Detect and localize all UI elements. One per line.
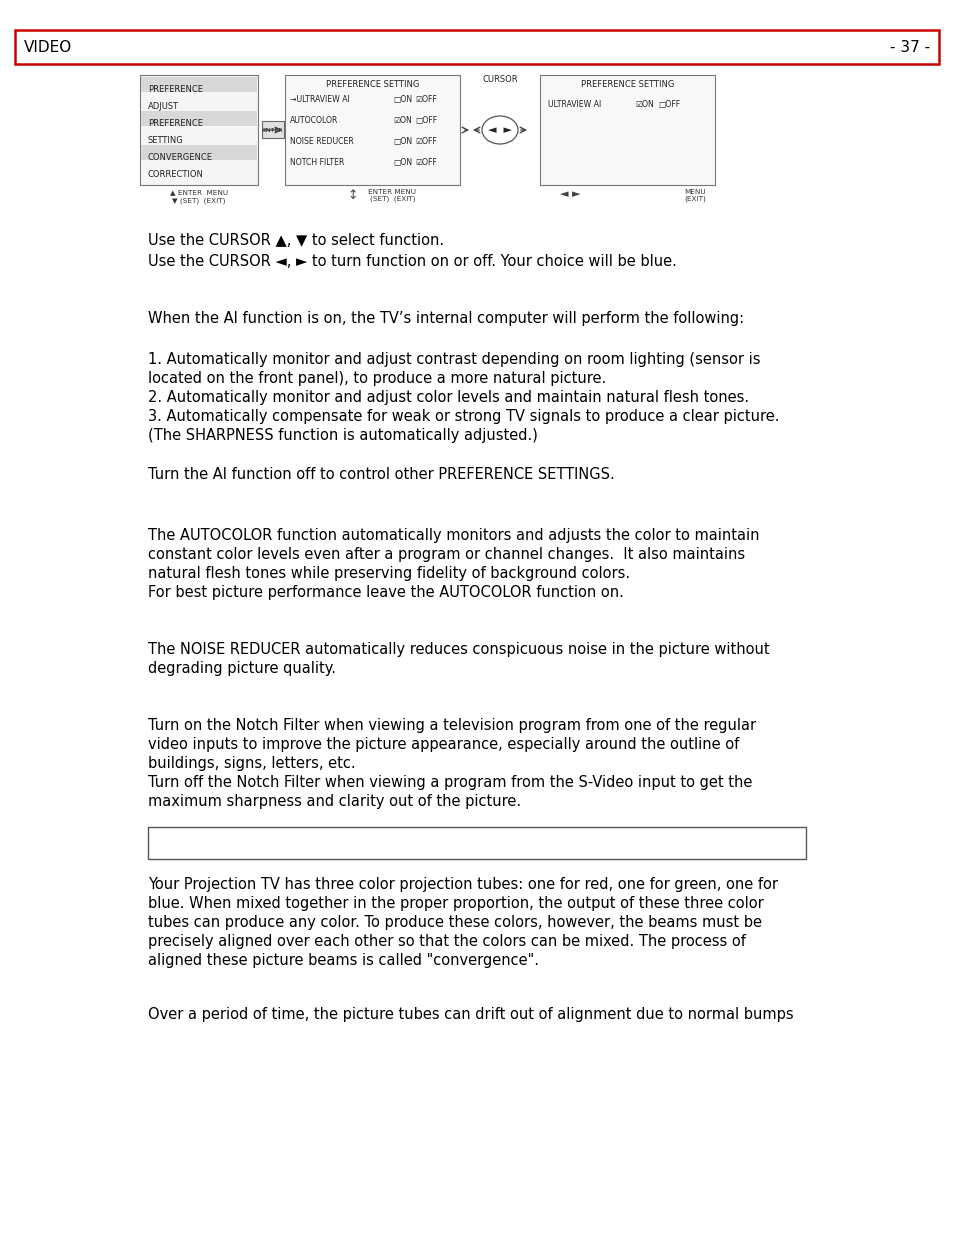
Text: tubes can produce any color. To produce these colors, however, the beams must be: tubes can produce any color. To produce … <box>148 915 761 930</box>
Text: precisely aligned over each other so that the colors can be mixed. The process o: precisely aligned over each other so tha… <box>148 934 745 948</box>
Text: □OFF: □OFF <box>415 116 436 125</box>
Text: 1. Automatically monitor and adjust contrast depending on room lighting (sensor : 1. Automatically monitor and adjust cont… <box>148 352 760 367</box>
Text: When the AI function is on, the TV’s internal computer will perform the followin: When the AI function is on, the TV’s int… <box>148 311 743 326</box>
Bar <box>140 75 257 185</box>
Bar <box>141 111 256 126</box>
Text: degrading picture quality.: degrading picture quality. <box>148 661 335 676</box>
Text: □ON: □ON <box>393 158 412 167</box>
Text: - 37 -: - 37 - <box>889 40 929 54</box>
Text: PREFERENCE: PREFERENCE <box>148 119 203 128</box>
Bar <box>148 827 805 860</box>
Text: The NOISE REDUCER automatically reduces conspicuous noise in the picture without: The NOISE REDUCER automatically reduces … <box>148 642 769 657</box>
Text: ADJUST: ADJUST <box>148 103 179 111</box>
Text: CORRECTION: CORRECTION <box>148 170 204 179</box>
Text: The AUTOCOLOR function automatically monitors and adjusts the color to maintain: The AUTOCOLOR function automatically mon… <box>148 529 759 543</box>
Text: aligned these picture beams is called "convergence".: aligned these picture beams is called "c… <box>148 953 538 968</box>
Bar <box>141 144 256 161</box>
Text: 2. Automatically monitor and adjust color levels and maintain natural flesh tone: 2. Automatically monitor and adjust colo… <box>148 390 748 405</box>
Text: ☑ON: ☑ON <box>635 100 653 109</box>
Text: CURSOR: CURSOR <box>481 75 517 84</box>
Text: ☑OFF: ☑OFF <box>415 158 436 167</box>
Text: Your Projection TV has three color projection tubes: one for red, one for green,: Your Projection TV has three color proje… <box>148 877 778 892</box>
Text: CONVERGENCE: CONVERGENCE <box>148 153 213 162</box>
Text: SETTING: SETTING <box>148 136 184 144</box>
Text: PREFERENCE SETTING: PREFERENCE SETTING <box>326 80 418 89</box>
Text: □ON: □ON <box>393 95 412 104</box>
Text: ▲ ENTER  MENU: ▲ ENTER MENU <box>170 189 228 195</box>
Text: video inputs to improve the picture appearance, especially around the outline of: video inputs to improve the picture appe… <box>148 737 739 752</box>
Text: constant color levels even after a program or channel changes.  It also maintain: constant color levels even after a progr… <box>148 547 744 562</box>
Text: NOISE REDUCER: NOISE REDUCER <box>290 137 354 146</box>
Text: (The SHARPNESS function is automatically adjusted.): (The SHARPNESS function is automatically… <box>148 429 537 443</box>
Text: blue. When mixed together in the proper proportion, the output of these three co: blue. When mixed together in the proper … <box>148 897 763 911</box>
Text: □OFF: □OFF <box>658 100 679 109</box>
Bar <box>539 75 714 185</box>
Bar <box>15 30 938 64</box>
Text: ↕: ↕ <box>347 189 357 203</box>
Bar <box>262 121 284 138</box>
Text: ◄ ►: ◄ ► <box>559 189 579 199</box>
Text: ENTER MENU
(SET)  (EXIT): ENTER MENU (SET) (EXIT) <box>368 189 416 203</box>
Text: ☑OFF: ☑OFF <box>415 95 436 104</box>
Text: □ON: □ON <box>393 137 412 146</box>
Text: ▼ (SET)  (EXIT): ▼ (SET) (EXIT) <box>172 198 226 205</box>
Text: ☑ON: ☑ON <box>393 116 412 125</box>
Text: Use the CURSOR ◄, ► to turn function on or off. Your choice will be blue.: Use the CURSOR ◄, ► to turn function on … <box>148 254 677 269</box>
Text: maximum sharpness and clarity out of the picture.: maximum sharpness and clarity out of the… <box>148 794 520 809</box>
Text: ☑OFF: ☑OFF <box>415 137 436 146</box>
Text: Turn off the Notch Filter when viewing a program from the S-Video input to get t: Turn off the Notch Filter when viewing a… <box>148 776 752 790</box>
Text: buildings, signs, letters, etc.: buildings, signs, letters, etc. <box>148 756 355 771</box>
Text: ULTRAVIEW AI: ULTRAVIEW AI <box>547 100 600 109</box>
Text: natural flesh tones while preserving fidelity of background colors.: natural flesh tones while preserving fid… <box>148 566 630 580</box>
Text: ◄  ►: ◄ ► <box>488 125 512 135</box>
Text: MENU
(EXIT): MENU (EXIT) <box>683 189 705 203</box>
Text: For best picture performance leave the AUTOCOLOR function on.: For best picture performance leave the A… <box>148 585 623 600</box>
Text: VIDEO: VIDEO <box>24 40 72 54</box>
Text: AUTOCOLOR: AUTOCOLOR <box>290 116 338 125</box>
Text: Use the CURSOR ▲, ▼ to select function.: Use the CURSOR ▲, ▼ to select function. <box>148 233 444 248</box>
Text: NOTCH FILTER: NOTCH FILTER <box>290 158 344 167</box>
Text: located on the front panel), to produce a more natural picture.: located on the front panel), to produce … <box>148 370 605 387</box>
Text: PREFERENCE: PREFERENCE <box>148 85 203 94</box>
Text: Turn on the Notch Filter when viewing a television program from one of the regul: Turn on the Notch Filter when viewing a … <box>148 718 756 734</box>
Text: PREFERENCE SETTING: PREFERENCE SETTING <box>580 80 674 89</box>
Text: Over a period of time, the picture tubes can drift out of alignment due to norma: Over a period of time, the picture tubes… <box>148 1007 793 1023</box>
Bar <box>285 75 459 185</box>
Bar <box>141 77 256 91</box>
Text: ENTER: ENTER <box>262 127 283 132</box>
Text: 3. Automatically compensate for weak or strong TV signals to produce a clear pic: 3. Automatically compensate for weak or … <box>148 409 779 424</box>
Text: Turn the AI function off to control other PREFERENCE SETTINGS.: Turn the AI function off to control othe… <box>148 467 614 482</box>
Text: →ULTRAVIEW AI: →ULTRAVIEW AI <box>290 95 350 104</box>
